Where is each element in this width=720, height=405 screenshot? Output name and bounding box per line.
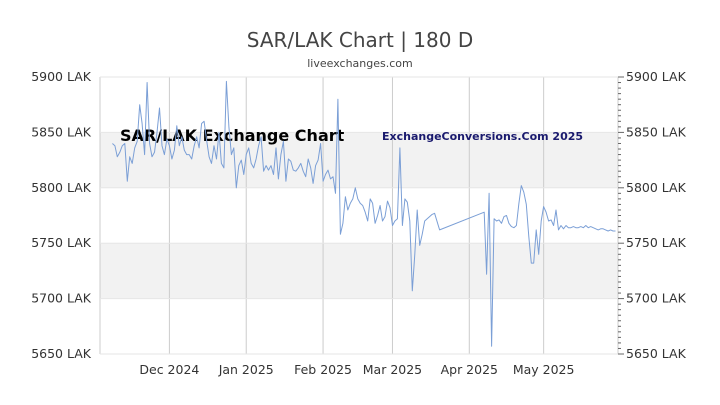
y-tick-label-right: 5900 LAK xyxy=(626,69,687,84)
chart-title: SAR/LAK Chart | 180 D xyxy=(247,28,473,52)
y-tick-label-left: 5650 LAK xyxy=(31,346,92,361)
x-axis-labels: Dec 2024 Jan 2025 Feb 2025 Mar 2025 Apr 2025… xyxy=(139,362,574,377)
y-tick-label-left: 5850 LAK xyxy=(31,124,92,139)
y-tick-label-right: 5850 LAK xyxy=(626,124,687,139)
x-tick-label: Apr 2025 xyxy=(441,362,498,377)
horizontal-gridlines xyxy=(100,76,618,355)
right-axis-minor-ticks xyxy=(618,76,624,355)
x-tick-label: Dec 2024 xyxy=(139,362,199,377)
shaded-band-1 xyxy=(100,243,618,299)
vertical-gridlines xyxy=(99,77,619,354)
x-tick-label: Mar 2025 xyxy=(363,362,422,377)
y-axis-left-labels: 5650 LAK 5700 LAK 5750 LAK 5800 LAK 5850 LAK… xyxy=(31,69,92,361)
rate-series-line xyxy=(112,80,616,347)
y-axis-right-labels: 5650 LAK 5700 LAK 5750 LAK 5800 LAK 5850 LAK… xyxy=(626,69,687,361)
shaded-band-0 xyxy=(100,132,618,188)
y-tick-label-left: 5800 LAK xyxy=(31,180,92,195)
x-tick-label: Feb 2025 xyxy=(294,362,352,377)
y-tick-label-right: 5650 LAK xyxy=(626,346,687,361)
watermark-exchange-chart: SAR/LAK Exchange Chart xyxy=(120,126,345,145)
y-tick-label-right: 5800 LAK xyxy=(626,180,687,195)
y-tick-label-left: 5900 LAK xyxy=(31,69,92,84)
y-tick-label-right: 5700 LAK xyxy=(626,291,687,306)
y-tick-label-left: 5750 LAK xyxy=(31,235,92,250)
watermark-exchangeconversions: ExchangeConversions.Com 2025 xyxy=(382,130,583,143)
y-tick-label-right: 5750 LAK xyxy=(626,235,687,250)
shaded-bands xyxy=(100,132,618,299)
x-tick-label: Jan 2025 xyxy=(218,362,274,377)
chart-subtitle: liveexchanges.com xyxy=(307,57,412,70)
x-tick-label: May 2025 xyxy=(513,362,575,377)
y-tick-label-left: 5700 LAK xyxy=(31,291,92,306)
